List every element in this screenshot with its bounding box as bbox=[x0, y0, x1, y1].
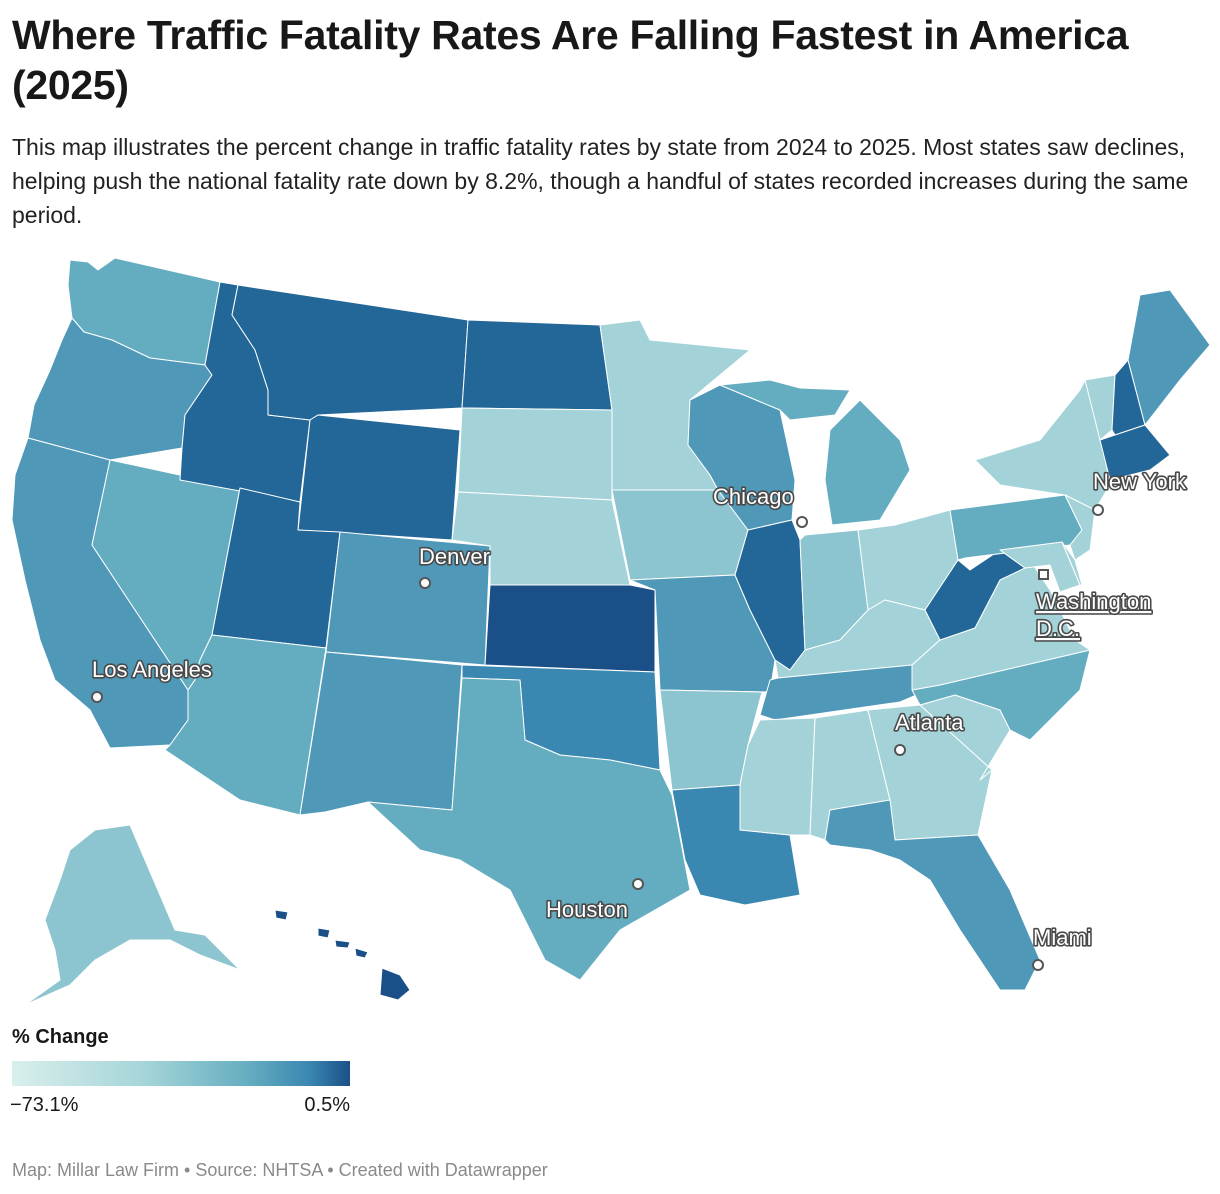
city-label-denver: Denver bbox=[419, 544, 490, 569]
us-choropleth-map: Chicago New York Denver Washington D.C. … bbox=[11, 257, 1211, 1006]
source-footer: Map: Millar Law Firm • Source: NHTSA • C… bbox=[12, 1160, 548, 1180]
state-MS bbox=[739, 717, 816, 836]
city-marker-chicago bbox=[796, 516, 808, 528]
states-layer bbox=[11, 257, 1211, 1006]
chart-title: Where Traffic Fatality Rates Are Falling… bbox=[12, 12, 1129, 108]
state-FL bbox=[824, 799, 1041, 991]
state-AK bbox=[24, 824, 241, 1006]
chart-subtitle: This map illustrates the percent change … bbox=[12, 134, 1189, 228]
state-MI bbox=[719, 379, 911, 526]
state-SD bbox=[457, 407, 613, 501]
city-label-houston: Houston bbox=[546, 897, 628, 922]
state-TX bbox=[367, 677, 691, 981]
state-KS bbox=[484, 584, 656, 673]
city-label-chicago: Chicago bbox=[713, 484, 794, 509]
state-ND bbox=[461, 319, 613, 411]
legend-title: % Change bbox=[12, 1026, 109, 1048]
city-marker-miami bbox=[1032, 959, 1044, 971]
city-marker-atlanta bbox=[894, 744, 906, 756]
legend-max-label: 0.5% bbox=[304, 1094, 350, 1116]
city-marker-washington-dc bbox=[1038, 569, 1049, 580]
state-NM bbox=[299, 651, 463, 816]
legend-min-label: −73.1% bbox=[10, 1094, 79, 1116]
city-marker-los-angeles bbox=[91, 691, 103, 703]
city-label-miami: Miami bbox=[1033, 925, 1092, 950]
state-HI bbox=[274, 909, 411, 1001]
city-label-new-york: New York bbox=[1093, 469, 1187, 494]
city-markers bbox=[91, 504, 1104, 971]
state-MA bbox=[1099, 424, 1171, 481]
city-marker-houston bbox=[632, 878, 644, 890]
state-ME bbox=[1127, 289, 1211, 426]
city-label-atlanta: Atlanta bbox=[895, 710, 964, 735]
legend-color-scale bbox=[12, 1061, 350, 1086]
city-label-dc: D.C. bbox=[1036, 616, 1080, 641]
state-WY bbox=[297, 414, 461, 541]
city-labels: Chicago New York Denver Washington D.C. … bbox=[90, 467, 1188, 951]
city-label-washington: Washington bbox=[1036, 589, 1151, 614]
city-marker-new-york bbox=[1092, 504, 1104, 516]
city-marker-denver bbox=[419, 577, 431, 589]
city-label-los-angeles: Los Angeles bbox=[92, 657, 212, 682]
state-DE bbox=[1061, 541, 1083, 586]
